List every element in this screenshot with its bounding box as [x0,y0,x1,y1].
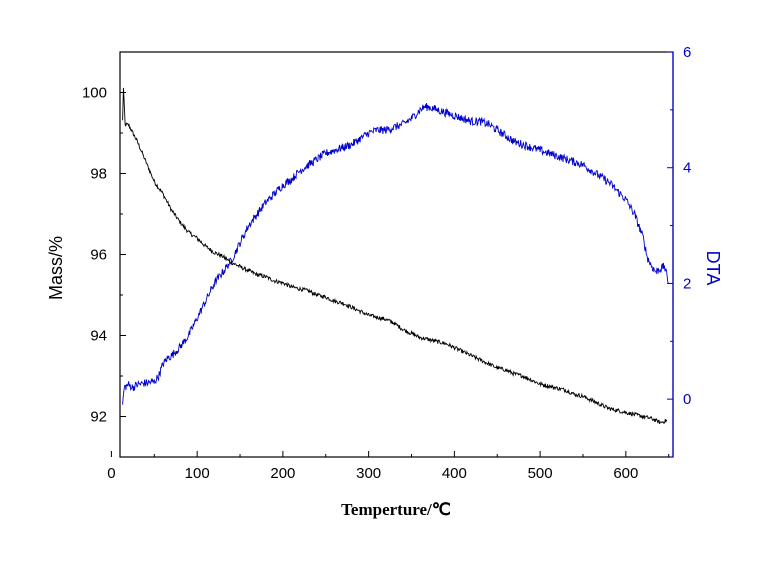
plot-frame [119,51,674,458]
left-y-tick-label: 94 [90,328,107,345]
mass-series-line [122,87,668,425]
dta-series-line [122,102,669,405]
left-y-axis-ticks: 92 94 96 98 100 [82,51,126,426]
right-y-tick-label: 2 [683,275,691,292]
x-tick-label: 500 [528,465,553,482]
x-axis-title: Temperture/℃ [341,500,451,519]
left-y-tick-label: 92 [90,409,107,426]
x-tick-label: 0 [107,465,115,482]
left-y-tick-label: 96 [90,247,107,264]
x-tick-label: 300 [356,465,381,482]
x-tick-label: 200 [270,465,295,482]
right-y-tick-label: 4 [683,160,691,177]
right-y-tick-label: 0 [683,391,691,408]
left-y-axis-title: Mass/% [46,236,66,300]
right-y-axis-title: DTA [703,251,723,286]
series-layer [122,87,669,425]
right-y-tick-label: 6 [683,44,691,61]
right-y-axis-ticks: 0 2 4 6 [667,44,691,458]
x-axis-ticks: 0 100 200 300 400 500 600 [107,451,670,482]
left-y-tick-label: 98 [90,166,107,183]
x-tick-label: 100 [185,465,210,482]
left-y-tick-label: 100 [82,85,107,102]
x-tick-label: 600 [613,465,638,482]
x-tick-label: 400 [442,465,467,482]
